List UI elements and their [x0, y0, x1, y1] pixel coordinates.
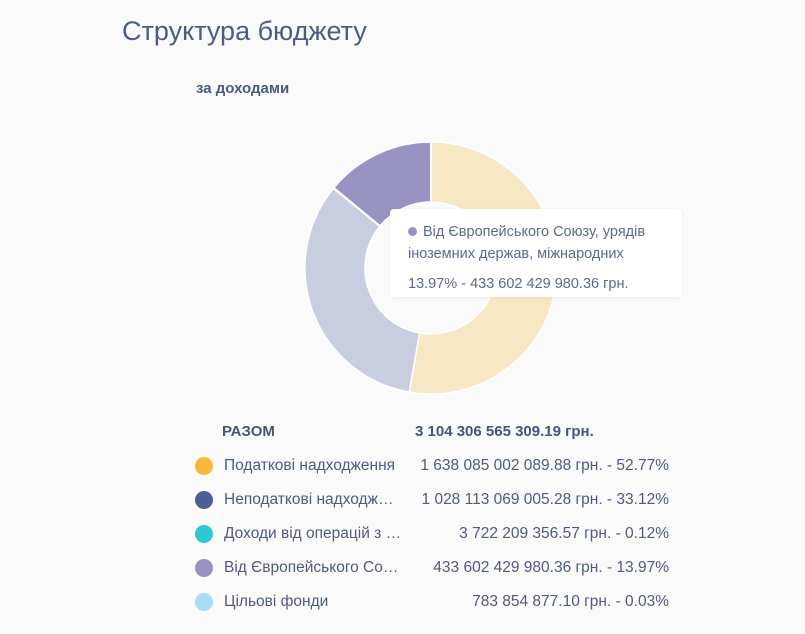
- legend-item-value: 433 602 429 980.36 грн. - 13.97%: [433, 559, 669, 576]
- legend-color-dot: [195, 491, 213, 509]
- legend-color-dot: [195, 457, 213, 475]
- legend-item-name: Доходи від операцій з капіталом: [224, 525, 402, 542]
- slice-non-tax-revenue[interactable]: [304, 187, 421, 393]
- legend-item-tax-revenue[interactable]: Податкові надходження 1 638 085 002 089.…: [195, 454, 675, 488]
- legend-item-name: Неподаткові надходження: [224, 491, 402, 508]
- legend-color-dot: [195, 593, 213, 611]
- legend-item-value: 3 722 209 356.57 грн. - 0.12%: [459, 525, 669, 542]
- legend-item-target-funds[interactable]: Цільові фонди 783 854 877.10 грн. - 0.03…: [195, 590, 675, 624]
- legend-item-value: 1 638 085 002 089.88 грн. - 52.77%: [420, 457, 669, 474]
- total-value: 3 104 306 565 309.19 грн.: [415, 423, 594, 440]
- chart-legend: Податкові надходження 1 638 085 002 089.…: [195, 454, 675, 624]
- tooltip-series-dot: [408, 227, 417, 236]
- chart-subtitle: за доходами: [196, 80, 290, 97]
- tooltip-name-line2: іноземних держав, міжнародних: [408, 246, 624, 262]
- chart-tooltip: Від Європейського Союзу, урядів іноземни…: [390, 209, 682, 297]
- tooltip-value: 13.97% - 433 602 429 980.36 грн.: [408, 276, 629, 292]
- legend-item-value: 1 028 113 069 005.28 грн. - 33.12%: [421, 491, 669, 508]
- legend-item-name: Від Європейського Союзу, урядів іноземни…: [224, 559, 402, 576]
- legend-item-name: Цільові фонди: [224, 593, 329, 610]
- legend-item-capital-operations[interactable]: Доходи від операцій з капіталом 3 722 20…: [195, 522, 675, 556]
- legend-item-non-tax-revenue[interactable]: Неподаткові надходження 1 028 113 069 00…: [195, 488, 675, 522]
- tooltip-title: Від Європейського Союзу, урядів: [408, 221, 666, 243]
- legend-color-dot: [195, 525, 213, 543]
- legend-item-value: 783 854 877.10 грн. - 0.03%: [472, 593, 669, 610]
- tooltip-name-line1: Від Європейського Союзу, урядів: [423, 224, 646, 240]
- legend-item-eu-foreign-grants[interactable]: Від Європейського Союзу, урядів іноземни…: [195, 556, 675, 590]
- legend-item-name: Податкові надходження: [224, 457, 396, 474]
- total-label: РАЗОМ: [222, 423, 275, 440]
- legend-color-dot: [195, 559, 213, 577]
- page-title: Структура бюджету: [122, 16, 367, 46]
